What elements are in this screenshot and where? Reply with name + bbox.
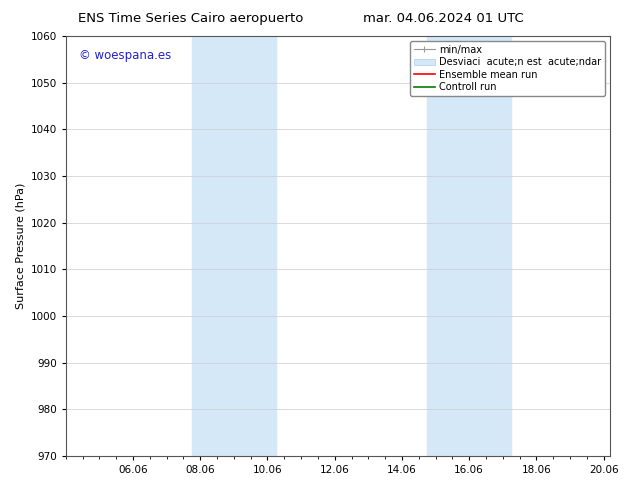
Y-axis label: Surface Pressure (hPa): Surface Pressure (hPa) xyxy=(15,183,25,309)
Bar xyxy=(427,36,511,456)
Bar xyxy=(192,36,276,456)
Legend: min/max, Desviaci  acute;n est  acute;ndar, Ensemble mean run, Controll run: min/max, Desviaci acute;n est acute;ndar… xyxy=(410,41,605,96)
Text: © woespana.es: © woespana.es xyxy=(79,49,172,62)
Text: mar. 04.06.2024 01 UTC: mar. 04.06.2024 01 UTC xyxy=(363,12,524,25)
Text: ENS Time Series Cairo aeropuerto: ENS Time Series Cairo aeropuerto xyxy=(77,12,303,25)
